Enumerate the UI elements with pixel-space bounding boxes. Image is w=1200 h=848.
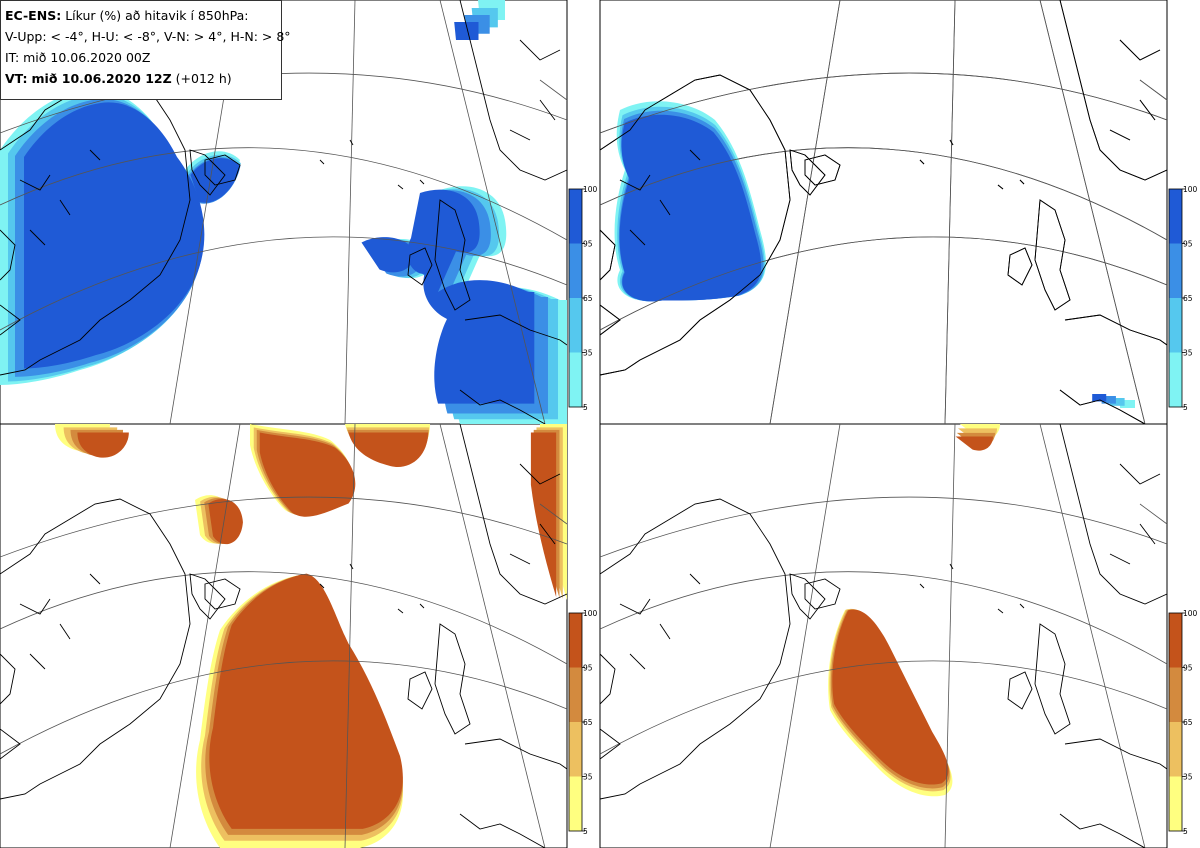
valid-time: mið 10.06.2020 12Z — [31, 71, 172, 86]
colorbar-tick-label: 5 — [1183, 403, 1188, 412]
colorbar-tick-label: 95 — [583, 240, 593, 249]
lead-time: (+012 h) — [175, 71, 232, 86]
colorbar-tick-label: 100 — [583, 185, 598, 194]
colorbar-segment — [569, 243, 582, 298]
colorbar-tick-label: 65 — [1183, 718, 1193, 727]
colorbar-segment — [1169, 613, 1182, 668]
colorbar-segment — [1169, 667, 1182, 722]
colorbar-tick-label: 5 — [583, 827, 588, 836]
map-info-legend: EC-ENS: Líkur (%) að hitavik í 850hPa: V… — [0, 0, 291, 100]
colorbar-tick-label: 5 — [583, 403, 588, 412]
colorbar-segment — [1169, 298, 1182, 353]
colorbar-tick-label: 5 — [1183, 827, 1188, 836]
colorbar-tick-label: 95 — [583, 664, 593, 673]
colorbar-segment — [569, 352, 582, 407]
init-time: IT: mið 10.06.2020 00Z — [5, 50, 151, 65]
valid-label: VT: — [5, 71, 28, 86]
colorbar-segment — [1169, 722, 1182, 777]
colorbar-h-u: 100 95 65 35 5 — [1168, 185, 1198, 412]
colorbar-tick-label: 35 — [583, 349, 593, 358]
colorbar-segment — [569, 613, 582, 668]
colorbar-segment — [1169, 189, 1182, 244]
colorbar-tick-label: 65 — [1183, 294, 1193, 303]
colorbar-tick-label: 65 — [583, 294, 593, 303]
colorbar-segment — [1169, 776, 1182, 831]
colorbar-segment — [569, 722, 582, 777]
colorbar-segment — [569, 189, 582, 244]
colorbar-tick-label: 100 — [1183, 185, 1198, 194]
colorbar-tick-label: 95 — [1183, 240, 1193, 249]
colorbar-v-n: 100 95 65 35 5 — [568, 609, 598, 836]
colorbar-h-n: 100 95 65 35 5 — [1168, 609, 1198, 836]
colorbar-segment — [569, 776, 582, 831]
colorbar-tick-label: 100 — [1183, 609, 1198, 618]
colorbar-tick-label: 100 — [583, 609, 598, 618]
colorbar-tick-label: 95 — [1183, 664, 1193, 673]
threshold-text: V-Upp: < -4°, H-U: < -8°, V-N: > 4°, H-N… — [5, 29, 291, 44]
colorbar-segment — [569, 667, 582, 722]
colorbar-segment — [1169, 352, 1182, 407]
colorbar-tick-label: 35 — [583, 773, 593, 782]
product-label: EC-ENS: — [5, 8, 62, 23]
map-title: Líkur (%) að hitavik í 850hPa: — [65, 8, 249, 23]
colorbar-tick-label: 35 — [1183, 349, 1193, 358]
colorbar-segment — [569, 298, 582, 353]
colorbar-segment — [1169, 243, 1182, 298]
colorbar-tick-label: 65 — [583, 718, 593, 727]
colorbar-v-upp: 100 95 65 35 5 — [568, 185, 598, 412]
colorbar-tick-label: 35 — [1183, 773, 1193, 782]
